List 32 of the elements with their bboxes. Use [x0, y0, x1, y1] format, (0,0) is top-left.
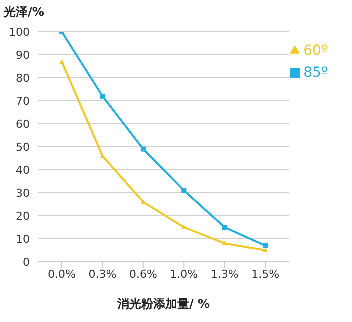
y-axis-title: 光泽/%	[4, 4, 44, 21]
point	[100, 154, 106, 158]
y-tick-label: 70	[16, 94, 30, 108]
y-tick-label: 100	[9, 26, 30, 39]
y-tick-label: 40	[16, 164, 30, 177]
x-tick-label: 1.3%	[210, 268, 239, 281]
point	[222, 225, 228, 230]
y-tick-label: 90	[16, 48, 30, 62]
y-tick-label: 10	[16, 232, 30, 246]
y-tick-label: 0	[23, 256, 30, 269]
point	[182, 225, 187, 230]
point	[263, 243, 268, 248]
y-tick-label: 50	[16, 140, 30, 154]
point	[263, 248, 268, 252]
y-tick-label: 60	[16, 118, 30, 131]
point	[140, 146, 146, 152]
y-tick-label: 80	[16, 72, 30, 85]
x-tick-label: 1.5%	[252, 268, 280, 281]
y-tick-label: 30	[16, 186, 30, 200]
point	[60, 59, 64, 64]
x-axis-title: 消光粉添加量/ %	[116, 297, 210, 311]
point	[140, 200, 146, 204]
x-tick-label: 1.0%	[170, 268, 198, 281]
y-tick-label: 20	[16, 210, 30, 223]
x-tick-label: 0.3%	[88, 268, 117, 281]
legend-label: 85º	[304, 65, 328, 81]
legend-label: 60º	[304, 43, 328, 59]
point	[182, 188, 187, 194]
x-tick-label: 0.6%	[129, 268, 158, 281]
point	[222, 241, 228, 246]
x-tick-label: 0.0%	[48, 268, 76, 281]
point	[100, 94, 106, 99]
